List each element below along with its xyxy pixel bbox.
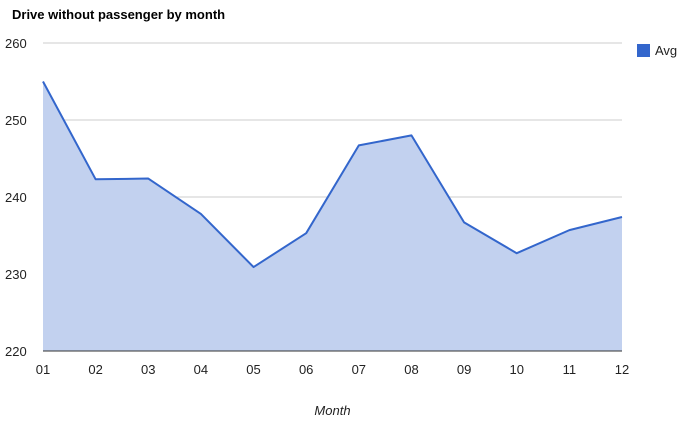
series-line-avg bbox=[42, 81, 623, 269]
x-tick-label-02: 02 bbox=[88, 362, 102, 377]
x-tick-label-06: 06 bbox=[299, 362, 313, 377]
x-tick-label-12: 12 bbox=[615, 362, 629, 377]
y-tick-label-230: 230 bbox=[5, 267, 27, 282]
data-point-06[interactable] bbox=[303, 230, 309, 236]
x-tick-label-10: 10 bbox=[509, 362, 523, 377]
legend-swatch-avg[interactable] bbox=[637, 44, 650, 57]
data-point-12[interactable] bbox=[619, 214, 625, 220]
data-point-09[interactable] bbox=[461, 219, 467, 225]
y-tick-label-260: 260 bbox=[5, 36, 27, 51]
y-tick-label-220: 220 bbox=[5, 344, 27, 359]
x-tick-label-07: 07 bbox=[352, 362, 366, 377]
x-tick-label-09: 09 bbox=[457, 362, 471, 377]
data-point-08[interactable] bbox=[408, 132, 414, 138]
data-point-10[interactable] bbox=[514, 250, 520, 256]
x-tick-label-03: 03 bbox=[141, 362, 155, 377]
y-tick-label-240: 240 bbox=[5, 190, 27, 205]
data-point-11[interactable] bbox=[566, 227, 572, 233]
data-point-03[interactable] bbox=[145, 176, 151, 182]
data-point-05[interactable] bbox=[251, 264, 257, 270]
data-point-04[interactable] bbox=[198, 211, 204, 217]
y-tick-label-250: 250 bbox=[5, 113, 27, 128]
x-tick-label-05: 05 bbox=[246, 362, 260, 377]
x-axis-title: Month bbox=[314, 403, 350, 418]
data-point-01[interactable] bbox=[40, 79, 46, 85]
data-point-02[interactable] bbox=[93, 176, 99, 182]
x-tick-label-01: 01 bbox=[36, 362, 50, 377]
area-fill-avg bbox=[43, 81, 622, 351]
x-tick-label-11: 11 bbox=[563, 362, 577, 377]
x-tick-label-08: 08 bbox=[404, 362, 418, 377]
x-tick-label-04: 04 bbox=[194, 362, 208, 377]
legend-label-avg[interactable]: Avg bbox=[655, 43, 677, 58]
data-point-07[interactable] bbox=[356, 142, 362, 148]
chart-title: Drive without passenger by month bbox=[12, 7, 226, 22]
